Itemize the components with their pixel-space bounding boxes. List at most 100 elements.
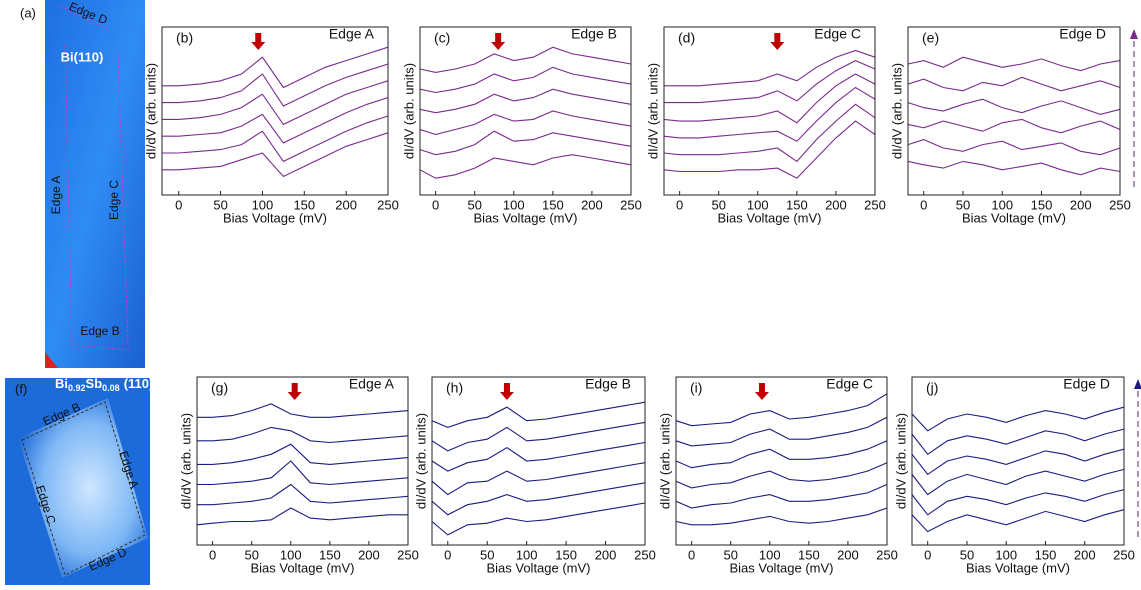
- x-tick-label: 250: [397, 547, 419, 562]
- x-tick-label: 250: [377, 197, 399, 212]
- x-tick-label: 0: [175, 197, 182, 212]
- image-title: Bi0.92Sb0.08 (110): [55, 376, 153, 393]
- peak-arrow: [287, 383, 302, 400]
- panel-label: (i): [690, 380, 702, 396]
- chart: 0 50 100 150 200 250 Bias Voltage (mV) dI/dV (a…: [178, 376, 418, 576]
- x-tick-label: 0: [209, 547, 216, 562]
- x-tick-label: 0: [688, 547, 695, 562]
- spectrum-line: [664, 59, 876, 104]
- spectrum-line: [911, 509, 1125, 533]
- edge-outline: [21, 401, 146, 576]
- chart: 0 50 100 150 200 250 Bias Voltage (mV) dI/dV (a…: [401, 26, 641, 226]
- spectrum-line: [162, 115, 389, 163]
- spectrum-line: [911, 428, 1125, 456]
- panel-label: (e): [922, 30, 939, 46]
- plot-frame: [911, 376, 1125, 546]
- x-tick-label: 100: [280, 547, 302, 562]
- panel-title: Edge D: [1063, 376, 1110, 392]
- spectrum-line: [431, 502, 646, 536]
- title-part: Sb: [86, 376, 103, 391]
- panel-label: (a): [20, 5, 36, 20]
- title-part: 0.92: [68, 383, 86, 393]
- spectrum-line: [907, 76, 1121, 92]
- scan-arrow-head: [1130, 29, 1138, 39]
- chart: 0 50 100 150 200 250 Bias Voltage (mV) dI/dV (a…: [645, 26, 885, 226]
- x-tick-label: 50: [467, 197, 481, 212]
- spectrum-line: [162, 63, 389, 107]
- plot-frame: [663, 26, 876, 196]
- spectrum-line: [197, 483, 409, 506]
- edge-line: [117, 54, 129, 346]
- peak-arrow: [251, 33, 266, 50]
- x-axis-label: Bias Voltage (mV): [473, 210, 577, 225]
- x-tick-label: 150: [798, 547, 820, 562]
- x-tick-label: 100: [759, 547, 781, 562]
- x-tick-label: 200: [581, 197, 603, 212]
- x-tick-label: 200: [595, 547, 617, 562]
- panel-label: (j): [926, 380, 938, 396]
- x-tick-label: 150: [293, 197, 315, 212]
- edge-line: [59, 5, 111, 31]
- panel-title: Edge B: [585, 376, 631, 392]
- x-tick-label: 250: [1113, 547, 1135, 562]
- chart: 0 50 100 150 200 250 Bias Voltage (mV) dI/dV (a…: [657, 376, 897, 576]
- spectrum-line: [197, 460, 409, 486]
- chart: 0 50 100 150 200 250 Bias Voltage (mV) dI/dV (a…: [889, 26, 1138, 225]
- x-axis-label: Bias Voltage (mV): [729, 560, 833, 575]
- x-tick-label: 50: [723, 547, 737, 562]
- x-tick-label: 50: [244, 547, 258, 562]
- y-axis-label: dI/dV (arb. units): [143, 63, 158, 159]
- x-tick-label: 250: [620, 197, 642, 212]
- x-tick-label: 250: [1109, 197, 1131, 212]
- plot-frame: [675, 376, 888, 546]
- edge-label: Edge A: [49, 176, 63, 215]
- panel-label: (g): [211, 380, 228, 396]
- x-tick-label: 150: [319, 547, 341, 562]
- image-f: (f) Bi0.92Sb0.08 (110) Edge B Edge A Edge…: [5, 376, 153, 585]
- plot-frame: [907, 26, 1121, 196]
- image-a: (a) Edge D Bi(110) Edge A Edge C Edge B: [20, 0, 145, 368]
- x-axis-label: Bias Voltage (mV): [966, 560, 1070, 575]
- corner: [45, 352, 58, 368]
- spectrum-line: [197, 403, 409, 418]
- spectrum-line: [419, 154, 632, 179]
- x-tick-label: 50: [711, 197, 725, 212]
- edge-line: [64, 44, 73, 346]
- spectrum-line: [675, 440, 888, 469]
- spectrum-line: [431, 462, 646, 496]
- panel-title: Edge A: [329, 26, 375, 42]
- x-tick-label: 100: [991, 197, 1013, 212]
- spectrum-line: [907, 56, 1121, 72]
- panel-label: (f): [15, 381, 27, 396]
- panel-label: (c): [434, 30, 450, 46]
- spectrum-line: [431, 441, 646, 472]
- x-tick-label: 250: [876, 547, 898, 562]
- x-tick-label: 200: [1070, 197, 1092, 212]
- x-tick-label: 0: [676, 197, 683, 212]
- spectrum-line: [907, 139, 1121, 156]
- spectrum-line: [419, 46, 632, 73]
- spectrum-line: [162, 97, 389, 144]
- x-tick-label: 50: [960, 547, 974, 562]
- spectrum-line: [162, 80, 389, 126]
- x-tick-label: 200: [837, 547, 859, 562]
- y-axis-label: dI/dV (arb. units): [401, 63, 416, 159]
- panel-title: Edge D: [1059, 26, 1106, 42]
- x-axis-label: Bias Voltage (mV): [223, 210, 327, 225]
- x-tick-label: 200: [825, 197, 847, 212]
- panel-label: (h): [446, 380, 463, 396]
- spectrum-line: [196, 507, 408, 526]
- spectrum-line: [419, 110, 632, 136]
- title-part: 0.08: [102, 383, 120, 393]
- x-tick-label: 200: [358, 547, 380, 562]
- x-tick-label: 150: [1035, 547, 1057, 562]
- spectrum-line: [431, 401, 646, 428]
- plot-frame: [161, 26, 389, 196]
- spectrum-line: [431, 482, 646, 516]
- x-tick-label: 150: [1031, 197, 1053, 212]
- spectrum-line: [675, 416, 888, 447]
- spectrum-line: [431, 421, 646, 452]
- spectrum-line: [419, 88, 632, 114]
- peak-arrow: [770, 33, 785, 50]
- panel-title: Edge A: [349, 376, 395, 392]
